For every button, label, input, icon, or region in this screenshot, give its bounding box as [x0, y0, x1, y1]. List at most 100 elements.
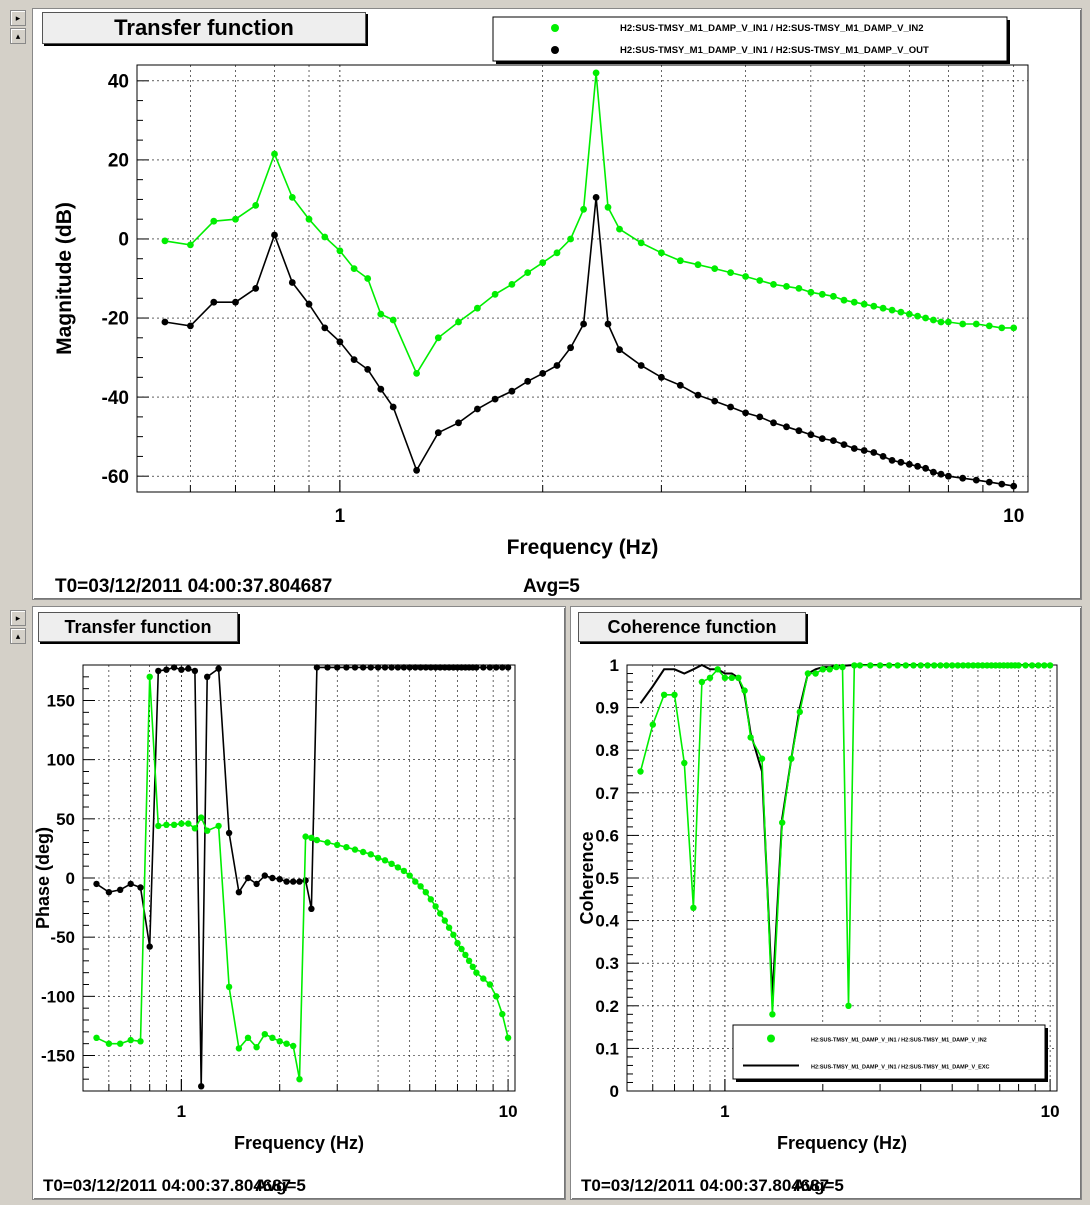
data-point-1 — [998, 480, 1006, 488]
data-point-0 — [350, 265, 358, 272]
data-point-0 — [727, 269, 734, 276]
x-tick-label: 1 — [720, 1102, 729, 1121]
data-point-0 — [374, 854, 382, 862]
data-point-1 — [499, 664, 506, 671]
data-point-1 — [524, 377, 532, 385]
y-tick-label: -50 — [50, 928, 75, 947]
data-point-1 — [930, 468, 937, 476]
data-point-1 — [473, 664, 480, 671]
data-point-0 — [412, 878, 419, 885]
data-point-1 — [493, 664, 500, 671]
data-point-1 — [394, 664, 402, 671]
data-point-0 — [343, 844, 350, 851]
data-point-0 — [434, 334, 442, 342]
data-point-0 — [804, 670, 812, 677]
data-point-0 — [860, 300, 868, 308]
data-point-1 — [637, 362, 645, 369]
data-point-0 — [364, 275, 372, 282]
top-collapse-button[interactable]: ▴ — [10, 28, 26, 44]
data-point-1 — [417, 664, 424, 671]
data-point-0 — [232, 215, 239, 223]
data-point-0 — [812, 670, 819, 677]
data-point-1 — [343, 664, 350, 671]
data-point-0 — [191, 825, 199, 832]
data-point-1 — [783, 423, 790, 431]
data-point-1 — [676, 381, 684, 389]
data-point-0 — [826, 666, 833, 673]
y-tick-label: -60 — [102, 467, 129, 488]
data-point-1 — [324, 664, 331, 671]
data-point-0 — [400, 867, 408, 875]
data-point-0 — [985, 322, 993, 330]
data-point-1 — [334, 664, 341, 671]
data-point-0 — [965, 662, 972, 669]
data-point-1 — [504, 664, 512, 671]
data-point-1 — [198, 1083, 205, 1090]
data-point-1 — [592, 194, 600, 201]
data-point-0 — [290, 1042, 297, 1050]
data-point-0 — [649, 721, 656, 728]
data-point-1 — [359, 664, 367, 671]
data-point-1 — [388, 664, 395, 671]
data-point-0 — [747, 734, 754, 741]
data-point-1 — [374, 664, 382, 671]
data-point-0 — [491, 290, 499, 298]
data-point-0 — [553, 249, 561, 257]
data-point-0 — [93, 1034, 100, 1041]
y-tick-label: 0 — [118, 230, 129, 251]
data-point-0 — [931, 662, 938, 669]
data-point-0 — [105, 1040, 113, 1047]
data-point-1 — [756, 413, 764, 421]
y-tick-label: 0.3 — [595, 954, 619, 973]
data-point-0 — [676, 257, 684, 265]
data-point-0 — [897, 308, 905, 316]
bottom-collapse-button[interactable]: ▴ — [10, 628, 26, 644]
data-point-0 — [313, 836, 321, 844]
top-expand-button[interactable]: ▸ — [10, 10, 26, 26]
data-point-1 — [830, 437, 837, 444]
y-axis-label: Magnitude (dB) — [53, 202, 76, 355]
data-point-0 — [681, 759, 688, 767]
data-point-1 — [244, 874, 252, 882]
data-point-0 — [302, 833, 309, 840]
data-point-0 — [524, 269, 532, 276]
data-point-0 — [807, 288, 815, 296]
data-point-1 — [742, 409, 749, 417]
legend-label: H2:SUS-TMSY_M1_DAMP_V_IN1 / H2:SUS-TMSY_… — [811, 1038, 987, 1044]
data-point-0 — [637, 239, 645, 247]
data-point-0 — [334, 841, 341, 849]
data-point-0 — [840, 296, 848, 304]
data-point-0 — [856, 662, 864, 669]
x-tick-label: 10 — [1041, 1102, 1060, 1121]
data-point-0 — [706, 674, 714, 681]
data-point-1 — [127, 880, 134, 888]
bottom-expand-button[interactable]: ▸ — [10, 610, 26, 626]
data-point-1 — [288, 279, 296, 286]
phase-plot-svg: 1 10 150 100 50 0 -50 -100 -150 Frequency (Hz) Pha… — [33, 664, 518, 1195]
data-point-0 — [1046, 662, 1054, 669]
data-point-1 — [155, 667, 162, 675]
data-point-0 — [867, 662, 874, 669]
data-point-0 — [204, 827, 211, 834]
x-tick-label: 10 — [499, 1102, 518, 1121]
data-point-1 — [972, 476, 980, 484]
y-tick-label: 0.1 — [595, 1039, 619, 1058]
data-point-0 — [493, 993, 500, 1000]
data-point-0 — [473, 969, 480, 976]
data-point-0 — [795, 285, 803, 292]
data-point-1 — [486, 664, 494, 671]
data-point-1 — [161, 318, 169, 326]
y-tick-label: -40 — [102, 388, 129, 409]
data-point-1 — [271, 231, 278, 239]
data-point-0 — [796, 708, 803, 716]
data-point-0 — [261, 1031, 268, 1038]
data-point-0 — [959, 662, 967, 669]
data-point-0 — [1035, 662, 1042, 669]
data-point-1 — [914, 462, 921, 470]
data-point-1 — [406, 664, 413, 671]
data-point-0 — [974, 662, 982, 669]
coherence-plot-pad: 1 10 1 0.9 0.8 0.7 0.6 0.5 0.4 0.3 0.2 0.1 0 Frequenc… — [570, 606, 1082, 1200]
data-point-1 — [432, 664, 439, 671]
data-point-0 — [161, 237, 169, 245]
data-point-0 — [427, 896, 434, 903]
